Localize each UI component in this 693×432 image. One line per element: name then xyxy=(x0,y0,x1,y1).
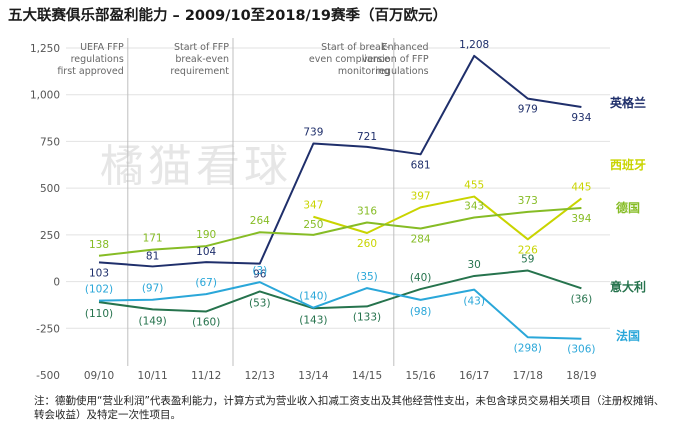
data-label-德国: 394 xyxy=(571,213,591,225)
data-label-英格兰: 81 xyxy=(146,250,159,262)
data-label-英格兰: 104 xyxy=(196,246,216,258)
data-label-西班牙: 260 xyxy=(357,238,377,250)
data-label-德国: 373 xyxy=(518,195,538,207)
phase-label: Start of FFP xyxy=(174,42,229,53)
data-label-英格兰: 103 xyxy=(89,267,109,279)
x-tick-label: 13/14 xyxy=(298,370,329,382)
x-tick-label: 10/11 xyxy=(137,370,167,382)
y-tick-label: 750 xyxy=(40,136,60,148)
x-tick-label: 16/17 xyxy=(459,370,489,382)
data-label-法国: (43) xyxy=(463,296,485,308)
data-label-意大利: (110) xyxy=(85,308,113,320)
y-tick-label: -500 xyxy=(36,370,60,382)
phase-label: regulations xyxy=(71,54,124,65)
data-label-德国: 264 xyxy=(250,215,270,227)
y-tick-label: 1,250 xyxy=(30,43,60,55)
chart-title: 五大联赛俱乐部盈利能力 – 2009/10至2018/19赛季（百万欧元） xyxy=(8,8,448,24)
legend-label-法国: 法国 xyxy=(616,328,640,343)
data-label-西班牙: 455 xyxy=(464,180,484,192)
data-label-法国: (102) xyxy=(85,284,113,296)
data-label-德国: 343 xyxy=(464,200,484,212)
legend-label-意大利: 意大利 xyxy=(610,279,646,294)
data-label-西班牙: 445 xyxy=(571,181,591,193)
data-label-德国: 284 xyxy=(411,234,431,246)
phase-label: regulations xyxy=(375,66,428,77)
series-line-西班牙 xyxy=(313,195,583,241)
x-tick-label: 12/13 xyxy=(245,370,275,382)
footnote: 注：德勤使用“营业利润”代表盈利能力，计算方式为营业收入扣减工资支出及其他经营性… xyxy=(34,395,665,421)
data-label-意大利: (36) xyxy=(571,293,593,305)
data-label-德国: 316 xyxy=(357,206,377,218)
legend-label-西班牙: 西班牙 xyxy=(610,157,646,172)
series-line-意大利 xyxy=(98,269,582,313)
data-label-法国: (67) xyxy=(195,277,217,289)
data-label-意大利: 30 xyxy=(468,259,481,271)
data-label-英格兰: 979 xyxy=(518,104,538,116)
data-label-德国: 138 xyxy=(89,239,109,251)
y-tick-label: 0 xyxy=(53,277,60,289)
series-line-英格兰 xyxy=(98,54,582,268)
data-label-法国: (140) xyxy=(299,291,327,303)
x-tick-label: 15/16 xyxy=(405,370,436,382)
phase-label: Enhanced xyxy=(382,42,429,53)
x-tick-label: 09/10 xyxy=(84,370,114,382)
data-label-英格兰: 934 xyxy=(571,112,591,124)
data-label-英格兰: 739 xyxy=(303,126,323,138)
phase-label: version of FFP xyxy=(362,54,429,65)
x-tick-label: 11/12 xyxy=(191,370,221,382)
data-label-德国: 171 xyxy=(143,233,163,245)
phase-label: Start of break- xyxy=(321,42,390,53)
data-label-西班牙: 397 xyxy=(411,190,431,202)
x-tick-label: 17/18 xyxy=(513,370,543,382)
data-label-意大利: (133) xyxy=(353,311,381,323)
legend-label-英格兰: 英格兰 xyxy=(610,95,646,110)
data-label-英格兰: 681 xyxy=(411,159,431,171)
y-tick-label: 500 xyxy=(40,183,60,195)
data-label-法国: (35) xyxy=(356,271,378,283)
data-label-英格兰: 721 xyxy=(357,131,377,143)
x-tick-label: 14/15 xyxy=(352,370,382,382)
series-line-法国 xyxy=(98,281,582,340)
data-label-意大利: (160) xyxy=(192,316,220,328)
data-label-德国: 190 xyxy=(196,229,216,241)
phase-label: even compliance xyxy=(309,54,390,65)
legend-label-德国: 德国 xyxy=(616,200,640,215)
data-label-德国: 250 xyxy=(303,219,323,231)
phase-label: UEFA FFP xyxy=(80,42,124,53)
phase-label: requirement xyxy=(170,66,229,77)
data-label-意大利: (40) xyxy=(410,272,432,284)
data-label-意大利: (149) xyxy=(138,315,166,327)
data-label-意大利: (143) xyxy=(299,314,327,326)
data-label-西班牙: 347 xyxy=(303,200,323,212)
data-label-法国: (97) xyxy=(142,283,164,295)
series-line-德国 xyxy=(98,206,582,257)
phase-label: break-even xyxy=(175,54,229,65)
y-tick-label: 1,000 xyxy=(30,90,60,102)
phase-label: monitoring xyxy=(338,66,390,77)
x-tick-label: 18/19 xyxy=(566,370,596,382)
phase-label: first approved xyxy=(57,66,123,77)
data-label-英格兰: 96 xyxy=(253,269,267,281)
data-label-西班牙: 226 xyxy=(518,244,538,256)
y-tick-label: 250 xyxy=(40,230,60,242)
data-label-意大利: (53) xyxy=(249,297,271,309)
data-label-法国: (298) xyxy=(514,342,542,354)
data-label-意大利: 59 xyxy=(521,254,534,266)
y-tick-label: -250 xyxy=(36,323,60,335)
watermark: 橘猫看球 xyxy=(100,141,292,192)
data-label-法国: (3) xyxy=(252,265,267,277)
data-label-法国: (306) xyxy=(567,344,595,356)
data-label-英格兰: 1,208 xyxy=(459,39,489,51)
data-label-法国: (98) xyxy=(410,306,432,318)
